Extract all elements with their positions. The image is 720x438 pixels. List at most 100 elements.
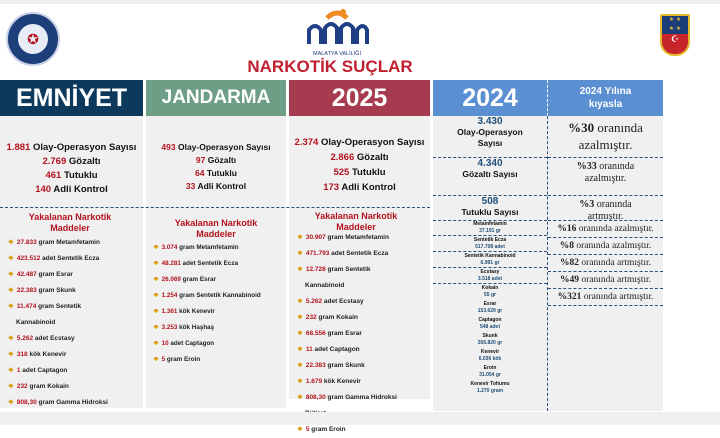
y2024-stat-value: 3.430 bbox=[477, 116, 503, 127]
compare-text: oranında artmıştır. bbox=[581, 258, 652, 268]
item-label: gram Metamfetamin bbox=[327, 234, 389, 241]
compare-text: oranında artmıştır. bbox=[587, 199, 632, 221]
valilik-emblem-icon bbox=[307, 9, 369, 44]
y2024-stat-label: Tutuklu Sayısı bbox=[461, 207, 519, 217]
item-value: 1.361 bbox=[161, 308, 178, 315]
item-label: adet Captagon bbox=[170, 340, 215, 347]
compare-percent: %8 bbox=[559, 241, 574, 251]
item-value: 5.262 bbox=[305, 298, 323, 305]
header-emniyet: EMNİYET bbox=[0, 80, 143, 116]
compare-row: %3 oranında artmıştır. bbox=[548, 196, 663, 221]
compare-text: oranında artmıştır. bbox=[583, 292, 654, 302]
list-item-continued: Kannabinoid bbox=[16, 319, 56, 326]
item-value: 232 bbox=[16, 383, 28, 390]
item-value: 1.679 bbox=[305, 378, 323, 385]
item-label: gram Sentetik Kannabinoid bbox=[179, 292, 261, 299]
diamond-bullet-icon: ❖ bbox=[8, 351, 14, 358]
y2024-item: Metamfetamin 37.191 gr bbox=[433, 220, 547, 236]
header-jandarma: JANDARMA bbox=[146, 80, 286, 116]
list-item: ❖ 3.253 kök Haşhaş bbox=[153, 320, 261, 336]
compare-percent: %16 bbox=[557, 224, 577, 234]
list-item: ❖ 11 adet Captagon bbox=[297, 342, 397, 358]
list-item: ❖ 42.487 gram Esrar bbox=[8, 267, 108, 283]
stat-line: 2.769 Gözaltı bbox=[0, 155, 143, 169]
list-item: ❖ 48.281 adet Sentetik Ecza bbox=[153, 256, 261, 272]
stat-label: Adli Kontrol bbox=[53, 184, 108, 195]
header-2024: 2024 bbox=[433, 80, 547, 116]
diamond-bullet-icon: ❖ bbox=[8, 271, 14, 278]
list-item: ❖ 232 gram Kokain bbox=[8, 379, 108, 395]
valilik-logo-text: MALATYA VALİLİĞİ bbox=[313, 51, 361, 57]
stat-label: Tutuklu bbox=[206, 168, 237, 178]
item-value: 808,30 bbox=[16, 399, 37, 406]
diamond-bullet-icon: ❖ bbox=[8, 399, 14, 406]
item-value: 423.512 bbox=[16, 255, 41, 262]
compare-percent: %49 bbox=[559, 275, 579, 285]
item-value: 471.793 bbox=[305, 250, 330, 257]
compare-percent: %33 bbox=[576, 161, 597, 172]
y2024-item-value: 266.820 gr bbox=[477, 340, 503, 346]
list-item: ❖ 232 gram Kokain bbox=[297, 310, 397, 326]
diamond-bullet-icon: ❖ bbox=[153, 308, 159, 315]
y2024-item-label: Sentetik Kannabinoid bbox=[464, 253, 516, 259]
item-label: gram Skunk bbox=[327, 362, 365, 369]
y2024-item-label: Esrar bbox=[483, 301, 497, 307]
stat-label: Tutuklu bbox=[351, 167, 386, 178]
diamond-bullet-icon: ❖ bbox=[8, 239, 14, 246]
list-item: ❖ 10 adet Captagon bbox=[153, 336, 261, 352]
y2025-section-title: Yakalanan Narkotik Maddeler bbox=[314, 211, 398, 232]
diamond-bullet-icon: ❖ bbox=[297, 234, 303, 241]
y2024-stat-row: 508 Tutuklu Sayısı bbox=[433, 196, 547, 221]
stat-value: 97 bbox=[195, 155, 206, 165]
list-item: ❖ 471.793 adet Sentetik Ecza bbox=[297, 246, 397, 262]
stat-label: Olay-Operasyon Sayısı bbox=[177, 142, 271, 152]
y2024-item-value: 3.518 adet bbox=[477, 276, 503, 282]
stat-value: 1.881 bbox=[6, 142, 31, 153]
jandarma-section-title: Yakalanan Narkotik Maddeler bbox=[174, 218, 258, 239]
top-band bbox=[0, 0, 720, 4]
item-label: kök Kenevir bbox=[179, 308, 215, 315]
compare-percent: %321 bbox=[557, 292, 582, 302]
header-compare: 2024 Yılına kıyasla bbox=[547, 80, 663, 116]
compare-text: oranında azalmıştır. bbox=[578, 224, 654, 234]
stat-line: 173 Adli Kontrol bbox=[289, 180, 430, 195]
crescent-star-icon: ☪ bbox=[670, 34, 680, 44]
item-label: gram Metamfetamin bbox=[179, 244, 239, 251]
list-item: ❖ 5 gram Eroin bbox=[153, 352, 261, 368]
diamond-bullet-icon: ❖ bbox=[8, 303, 14, 310]
y2024-stat-label: Olay-Operasyon Sayısı bbox=[457, 127, 523, 148]
panel-2024 bbox=[433, 116, 663, 411]
item-label: gram Gamma Hidroksi bbox=[38, 399, 108, 406]
y2024-items: Metamfetamin 37.191 gr Sentetik Ecza 517.70… bbox=[433, 220, 547, 396]
stat-label: Gözaltı bbox=[68, 156, 101, 167]
item-value: 68.556 bbox=[305, 330, 326, 337]
item-label: gram Eroin bbox=[166, 356, 201, 363]
diamond-bullet-icon: ❖ bbox=[8, 383, 14, 390]
stat-value: 2.769 bbox=[42, 156, 67, 167]
diamond-bullet-icon: ❖ bbox=[297, 330, 303, 337]
list-item: ❖ 1 adet Captagon bbox=[8, 363, 108, 379]
compare-row: %82 oranında artmıştır. bbox=[548, 255, 663, 272]
header-jandarma-label: JANDARMA bbox=[161, 87, 271, 108]
list-item: ❖ 1.679 kök Kenevir bbox=[297, 374, 397, 390]
item-value: 30.907 bbox=[305, 234, 326, 241]
stat-line: 64 Tutuklu bbox=[146, 167, 286, 180]
stat-line: 2.866 Gözaltı bbox=[289, 150, 430, 165]
y2024-stat-row: 3.430 Olay-Operasyon Sayısı bbox=[433, 116, 547, 158]
diamond-bullet-icon: ❖ bbox=[153, 356, 159, 363]
y2024-stat-value: 4.340 bbox=[477, 158, 503, 169]
list-item: ❖ 5.262 adet Ecstasy bbox=[297, 294, 397, 310]
stat-line: 525 Tutuklu bbox=[289, 165, 430, 180]
diamond-bullet-icon: ❖ bbox=[297, 426, 303, 433]
item-value: 3.074 bbox=[161, 244, 178, 251]
diamond-bullet-icon: ❖ bbox=[8, 335, 14, 342]
jandarma-logo: ★ ★ ★ ★ ☪ bbox=[660, 14, 690, 56]
y2024-item: Kenevir 6.036 kök bbox=[433, 348, 547, 364]
list-item: ❖ 12.728 gram Sentetik bbox=[297, 262, 397, 278]
compare-row: %30 oranında azalmıştır. bbox=[548, 116, 663, 158]
item-value: 22.383 bbox=[305, 362, 326, 369]
item-label: gram Eroin bbox=[311, 426, 346, 433]
list-item: ❖ 5.262 adet Ecstasy bbox=[8, 331, 108, 347]
item-label: adet Captagon bbox=[314, 346, 360, 353]
compare-row: %321 oranında artmıştır. bbox=[548, 289, 663, 306]
